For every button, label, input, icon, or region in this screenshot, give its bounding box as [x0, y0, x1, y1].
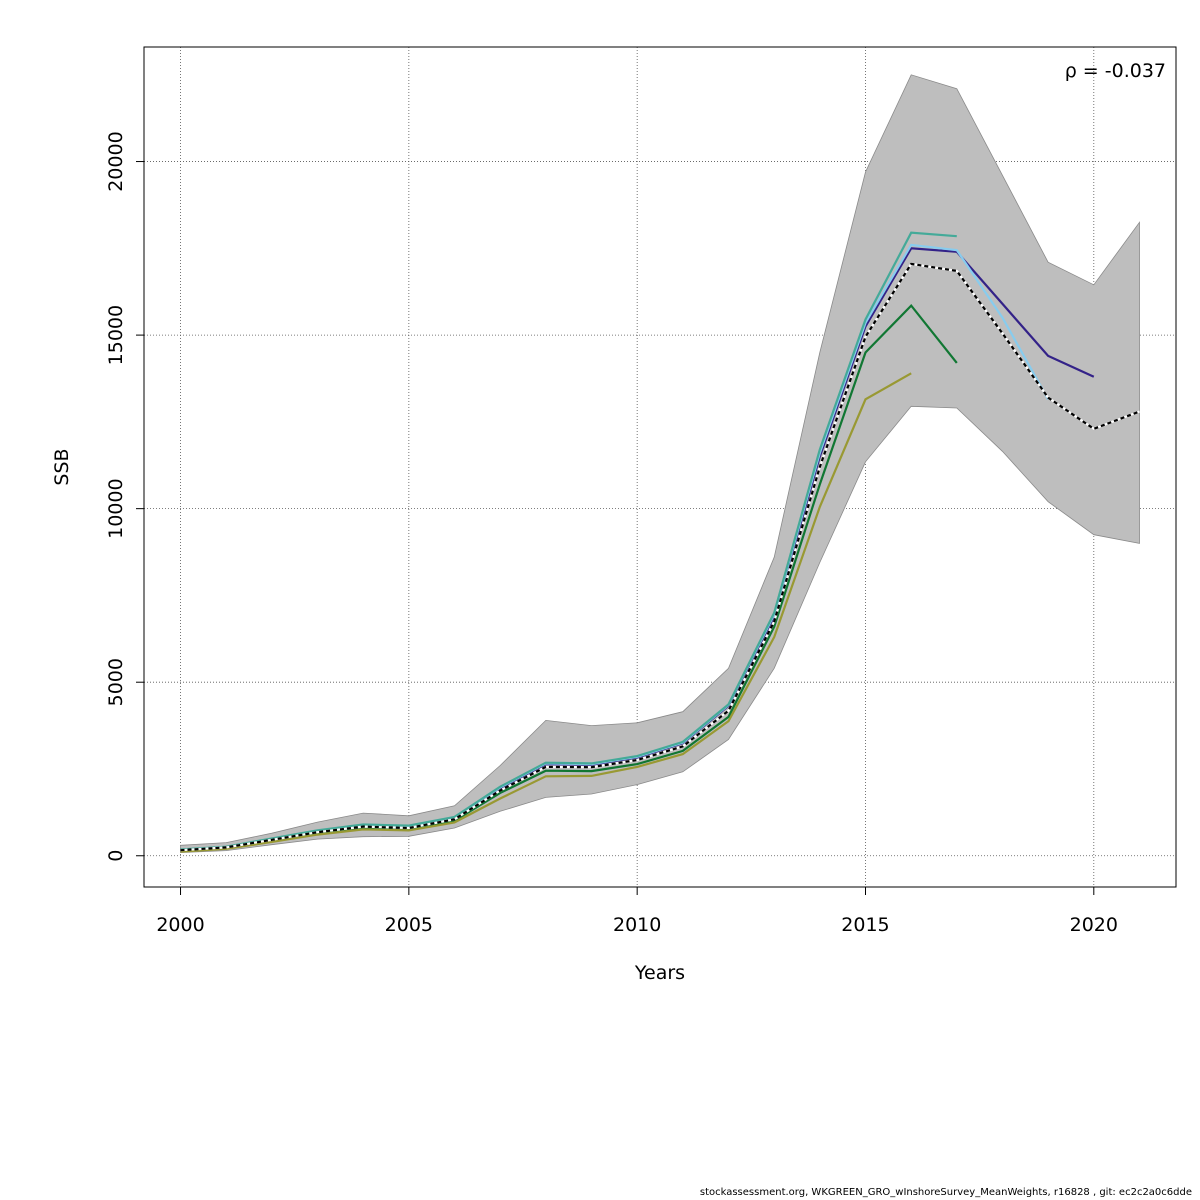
series-line-5: [180, 372, 912, 853]
series-lines: [180, 231, 1140, 853]
rho-annotation: ρ = -0.037: [1065, 60, 1166, 82]
y-tick-label-20000: 20000: [105, 131, 127, 191]
x-axis-label: Years: [634, 962, 685, 984]
x-tick-label-2010: 2010: [613, 914, 661, 936]
x-tick-label-2015: 2015: [841, 914, 889, 936]
plot-frame: [143, 46, 1177, 888]
series-line-0: [180, 262, 1140, 852]
y-tick-label-15000: 15000: [105, 305, 127, 365]
y-tick-label-5000: 5000: [105, 658, 127, 706]
x-tick-label-2005: 2005: [385, 914, 433, 936]
y-tick-label-10000: 10000: [105, 478, 127, 538]
footer-credit: stockassessment.org, WKGREEN_GRO_wInshor…: [699, 1187, 1192, 1198]
series-line-3: [180, 231, 957, 851]
y-axis: 0 5000 10000 15000 20000: [105, 131, 144, 862]
grid-lines: [144, 47, 1176, 887]
x-tick-label-2020: 2020: [1070, 914, 1118, 936]
y-tick-label-0: 0: [105, 850, 127, 862]
x-tick-label-2000: 2000: [156, 914, 204, 936]
y-axis-label: SSB: [51, 448, 73, 485]
x-axis: 2000 2005 2010 2015 2020: [156, 887, 1118, 936]
